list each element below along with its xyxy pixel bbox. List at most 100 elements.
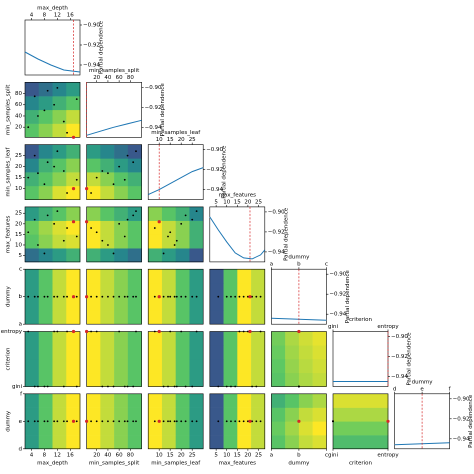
sample-point: [167, 420, 169, 423]
contour-cell: [312, 407, 327, 422]
contour-cell: [237, 359, 252, 374]
contour-cell: [189, 372, 204, 387]
sample-point: [234, 420, 237, 423]
y-tick-label: 20: [15, 221, 22, 227]
contour-cell: [209, 359, 224, 374]
contour-cell: [189, 345, 204, 360]
sample-point: [27, 176, 30, 179]
sample-point: [123, 420, 126, 423]
contour-cell: [25, 310, 40, 325]
contour-cell: [25, 206, 40, 221]
pd-line: [86, 119, 142, 136]
contour-cell: [38, 435, 53, 450]
contour-cell: [100, 435, 115, 450]
x-tick-label: entropy: [377, 324, 399, 330]
contour-cell: [86, 220, 101, 235]
contour-cell: [86, 282, 101, 297]
contour-cell: [298, 393, 313, 408]
best-point: [85, 187, 89, 191]
contour-cell: [100, 185, 115, 200]
contour-cell: [100, 158, 115, 173]
contour-cell: [66, 282, 81, 297]
sample-point: [75, 385, 78, 388]
sample-point: [66, 330, 68, 333]
axes-frame: [147, 268, 204, 325]
contour-cell: [346, 435, 361, 450]
x-tick-label: 8: [43, 13, 47, 19]
contour-cell: [38, 407, 53, 422]
contour-cell: [251, 345, 266, 360]
contour-cell: [189, 435, 204, 450]
contour-cell: [251, 296, 266, 311]
y-tick-label: −0.94: [145, 125, 162, 131]
sample-point: [126, 218, 129, 221]
contour-cell: [175, 393, 190, 408]
sample-point: [169, 330, 172, 333]
x-axis-label: max_features: [219, 192, 257, 198]
contour-cell: [66, 206, 81, 221]
x-tick-label: c: [325, 262, 328, 268]
sample-point: [33, 95, 36, 98]
contour-cell: [52, 96, 67, 111]
contour-cell: [114, 248, 129, 263]
contour-cell: [333, 421, 348, 436]
contour-cell: [86, 359, 101, 374]
contour-cell: [52, 220, 67, 235]
sample-point: [234, 295, 237, 298]
contour-cell: [38, 109, 53, 124]
sample-point: [62, 170, 65, 172]
y-tick-label: −0.90: [206, 147, 223, 153]
best-point: [157, 329, 161, 334]
y-axis-label: min_samples_leaf: [6, 147, 12, 197]
contour-cell: [161, 310, 176, 325]
best-point: [71, 187, 76, 191]
sample-point: [53, 330, 56, 333]
sample-point: [153, 420, 156, 423]
contour-cell: [285, 435, 300, 450]
contour-cell: [237, 296, 252, 311]
sample-point: [180, 295, 183, 298]
contour-cell: [52, 172, 67, 187]
contour-cell: [25, 421, 40, 436]
contour-cell: [237, 372, 252, 387]
contour-cell: [189, 407, 204, 422]
contour-cell: [298, 435, 313, 450]
contour-cell: [148, 282, 163, 297]
sample-point: [62, 120, 65, 123]
x-tick-label: 4: [30, 452, 34, 458]
y-axis-label: Partial dependence: [283, 207, 289, 261]
sample-point: [46, 385, 49, 388]
contour-cell: [312, 421, 327, 436]
x-tick-label: b: [297, 262, 301, 268]
sample-point: [184, 295, 187, 298]
y-tick-label: −0.90: [391, 334, 408, 340]
sample-point: [33, 295, 36, 298]
contour-cell: [175, 331, 190, 346]
contour-cell: [285, 345, 300, 360]
sample-point: [101, 420, 104, 423]
contour-cell: [285, 407, 300, 422]
contour-cell: [25, 234, 40, 249]
sample-point: [298, 385, 300, 388]
contour-cell: [66, 359, 81, 374]
sample-point: [135, 330, 137, 333]
contour-cell: [66, 393, 81, 408]
contour-cell: [161, 407, 176, 422]
y-tick-label: 80: [15, 91, 22, 97]
x-tick-label: 10: [223, 199, 230, 205]
contour-cell: [237, 331, 252, 346]
sample-point: [332, 420, 334, 423]
contour-cell: [175, 220, 190, 235]
contour-cell: [127, 234, 142, 249]
x-tick-label: c: [325, 452, 328, 458]
contour-cell: [100, 407, 115, 422]
sample-point: [101, 239, 104, 242]
contour-cell: [38, 393, 53, 408]
axes-frame: [24, 19, 81, 76]
contour-cell: [52, 206, 67, 221]
contour-cell: [374, 407, 389, 422]
contour-cell: [161, 220, 176, 235]
contour-cell: [127, 158, 142, 173]
axes-frame: [24, 331, 81, 387]
y-tick-label: 40: [15, 113, 22, 119]
